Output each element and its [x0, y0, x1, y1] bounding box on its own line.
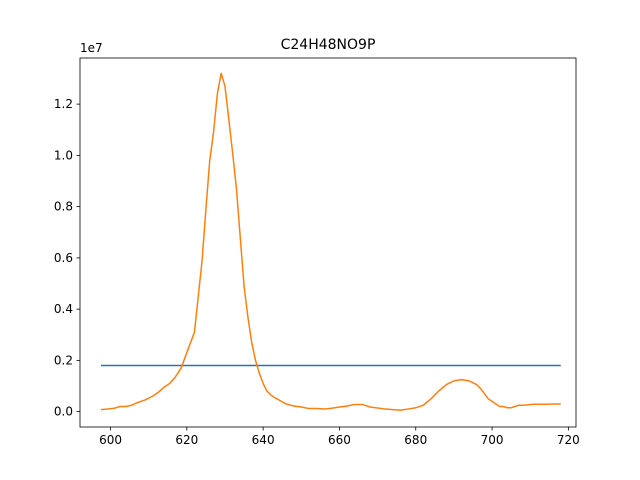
axes-frame	[79, 57, 577, 428]
plot-area: 600 620 640 660 680 700 720 0.0 0.2 0.4 0.6 0.8 1.0 1…	[54, 57, 580, 447]
y-tick-label: 0.2	[54, 353, 73, 367]
y-tick-label: 1.2	[54, 97, 73, 111]
x-tick-label: 720	[557, 433, 580, 447]
x-tick-label: 620	[175, 433, 198, 447]
y-offset-label: 1e7	[80, 41, 103, 55]
series-line-2	[100, 72, 561, 411]
y-tick-label: 0.6	[54, 251, 73, 265]
x-tick-label: 640	[252, 433, 275, 447]
y-tick-label: 0.0	[54, 405, 73, 419]
chart-title: C24H48NO9P	[281, 37, 376, 53]
x-tick-label: 660	[328, 433, 351, 447]
x-tick-label: 680	[404, 433, 427, 447]
x-tick-label: 700	[481, 433, 504, 447]
y-tick-label: 0.8	[54, 200, 73, 214]
x-tick-label: 600	[99, 433, 122, 447]
y-tick-label: 1.0	[54, 148, 73, 162]
y-tick-label: 0.4	[54, 302, 73, 316]
